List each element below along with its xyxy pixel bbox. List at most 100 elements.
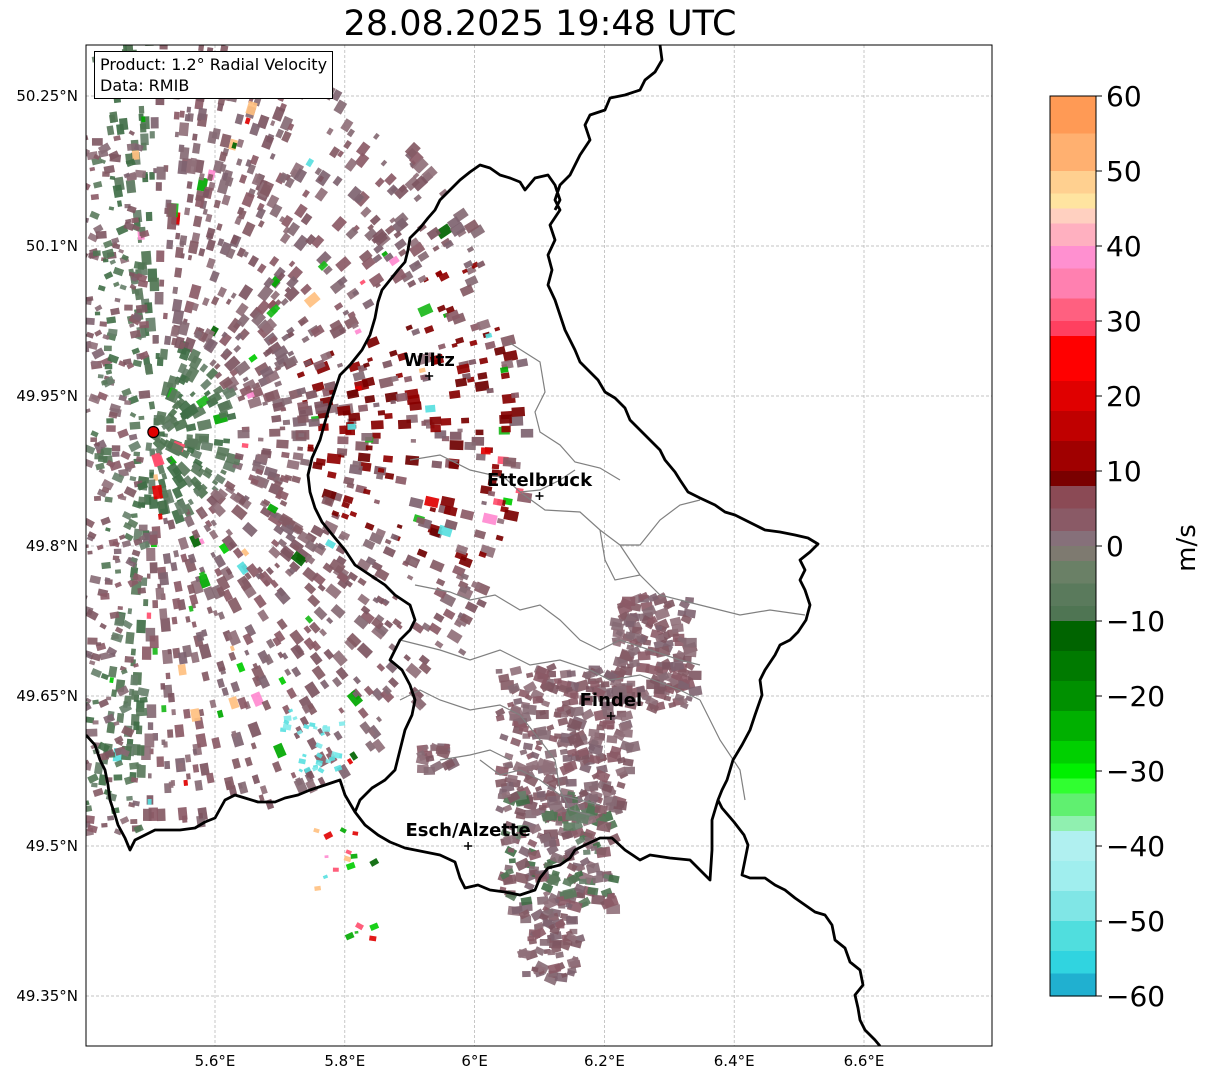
radar-echo-cell bbox=[333, 764, 343, 772]
radar-echo-cell bbox=[244, 756, 253, 767]
radar-echo-cell bbox=[516, 824, 527, 833]
radar-echo-cell bbox=[185, 773, 191, 780]
radar-echo-cell bbox=[224, 480, 236, 492]
radar-echo-cell bbox=[618, 693, 633, 707]
radar-echo-cell bbox=[220, 566, 235, 582]
radar-echo-cell bbox=[609, 617, 623, 628]
radar-echo-cell bbox=[199, 509, 207, 517]
radar-echo-cell bbox=[203, 523, 212, 533]
radar-echo-cell bbox=[297, 446, 304, 451]
radar-echo-cell bbox=[212, 385, 224, 396]
radar-echo-cell bbox=[216, 709, 224, 719]
radar-echo-cell bbox=[216, 678, 225, 689]
radar-echo-cell bbox=[86, 317, 95, 326]
radar-echo-cell bbox=[616, 756, 626, 765]
radar-echo-cell bbox=[562, 760, 578, 773]
radar-echo-cell bbox=[618, 721, 632, 732]
radar-echo-cell bbox=[562, 754, 573, 762]
radar-echo-cell bbox=[368, 728, 376, 737]
radar-echo-cell bbox=[499, 414, 513, 424]
radar-echo-cell bbox=[495, 778, 507, 788]
radar-echo-cell bbox=[345, 849, 352, 855]
radar-echo-cell bbox=[613, 666, 627, 679]
radar-echo-cell bbox=[221, 534, 238, 552]
radar-echo-cell bbox=[113, 774, 123, 781]
radar-echo-cell bbox=[639, 689, 650, 699]
radar-echo-cell bbox=[184, 376, 191, 384]
radar-echo-cell bbox=[511, 392, 520, 399]
radar-echo-cell bbox=[525, 759, 540, 772]
radar-echo-cell bbox=[364, 228, 378, 242]
radar-echo-cell bbox=[474, 380, 490, 392]
radar-echo-cell bbox=[113, 281, 120, 288]
radar-echo-cell bbox=[587, 886, 599, 896]
radar-echo-cell bbox=[273, 524, 285, 536]
radar-echo-cell bbox=[548, 734, 559, 743]
radar-echo-cell bbox=[259, 506, 273, 518]
radar-echo-cell bbox=[131, 549, 141, 557]
radar-echo-cell bbox=[131, 217, 140, 224]
radar-echo-cell bbox=[287, 265, 304, 282]
radar-echo-cell bbox=[533, 670, 549, 685]
radar-echo-cell bbox=[357, 707, 369, 719]
radar-echo-cell bbox=[307, 594, 321, 608]
radar-echo-cell bbox=[278, 676, 287, 686]
radar-echo-cell bbox=[371, 687, 385, 702]
radar-echo-cell bbox=[382, 455, 393, 463]
radar-echo-cell bbox=[369, 857, 380, 867]
radar-echo-cell bbox=[149, 534, 158, 546]
radar-echo-cell bbox=[449, 440, 464, 451]
radar-echo-cell bbox=[312, 359, 326, 371]
radar-echo-cell bbox=[166, 239, 174, 250]
radar-echo-cell bbox=[678, 698, 688, 706]
radar-echo-cell bbox=[305, 234, 317, 246]
radar-echo-cell bbox=[575, 836, 585, 846]
radar-echo-cell bbox=[251, 774, 261, 785]
radar-echo-cell bbox=[418, 367, 426, 374]
radar-echo-cell bbox=[245, 159, 253, 168]
radar-echo-cell bbox=[446, 216, 461, 229]
radar-echo-cell bbox=[94, 329, 103, 337]
radar-echo-cell bbox=[225, 247, 236, 260]
radar-echo-cell bbox=[201, 297, 210, 307]
radar-echo-cell bbox=[372, 228, 388, 243]
radar-echo-cell bbox=[287, 350, 295, 357]
radar-echo-cell bbox=[571, 820, 584, 831]
radar-echo-cell bbox=[431, 460, 443, 469]
radar-echo-cell bbox=[237, 209, 247, 220]
radar-echo-cell bbox=[106, 721, 116, 734]
radar-echo-cell bbox=[375, 528, 386, 538]
radar-echo-cell bbox=[87, 824, 98, 834]
radar-echo-cell bbox=[91, 394, 99, 402]
radar-echo-cell bbox=[429, 506, 437, 513]
radar-echo-cell bbox=[200, 441, 214, 452]
radar-echo-cell bbox=[315, 752, 323, 759]
radar-echo-cell bbox=[458, 648, 467, 656]
radar-echo-cell bbox=[475, 429, 484, 436]
radar-echo-cell bbox=[265, 566, 274, 575]
radar-echo-cell bbox=[342, 309, 350, 316]
radar-echo-cell bbox=[286, 687, 297, 700]
radar-echo-cell bbox=[541, 810, 555, 822]
radar-echo-cell bbox=[87, 531, 97, 540]
radar-echo-cell bbox=[346, 389, 360, 400]
radar-echo-cell bbox=[259, 365, 274, 379]
radar-echo-cell bbox=[187, 240, 199, 255]
radar-echo-cell bbox=[496, 518, 505, 525]
radar-echo-cell bbox=[186, 446, 195, 454]
radar-echo-cell bbox=[314, 187, 328, 202]
radar-echo-cell bbox=[577, 747, 590, 758]
radar-echo-cell bbox=[273, 742, 287, 759]
radar-echo-cell bbox=[400, 270, 414, 283]
radar-echo-cell bbox=[504, 762, 514, 770]
radar-echo-cell bbox=[394, 238, 407, 251]
radar-echo-cell bbox=[128, 440, 142, 453]
radar-echo-cell bbox=[357, 593, 370, 606]
radar-echo-cell bbox=[138, 105, 145, 114]
radar-echo-cell bbox=[305, 157, 315, 168]
radar-echo-cell bbox=[159, 279, 165, 287]
radar-echo-cell bbox=[92, 699, 99, 705]
radar-echo-cell bbox=[188, 284, 202, 300]
radar-echo-cell bbox=[360, 610, 375, 625]
radar-echo-cell bbox=[210, 519, 218, 527]
